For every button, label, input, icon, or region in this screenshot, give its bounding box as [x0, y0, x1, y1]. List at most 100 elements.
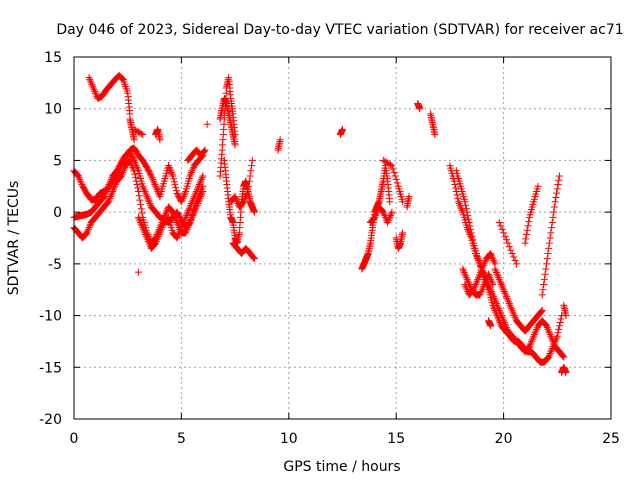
data-point-381 — [84, 227, 92, 235]
data-point-692 — [188, 198, 196, 206]
data-point-1374 — [487, 286, 495, 294]
data-point-695 — [190, 193, 198, 201]
x-axis-title: GPS time / hours — [283, 459, 400, 475]
data-point-548 — [89, 82, 97, 90]
data-point-1578 — [502, 291, 510, 299]
data-point-1574 — [499, 284, 507, 292]
data-point-1585 — [507, 303, 515, 311]
data-point-428 — [117, 172, 125, 180]
data-point-993 — [339, 125, 346, 133]
data-point-681 — [180, 217, 188, 225]
data-point-1379 — [490, 294, 498, 302]
data-point-1481 — [462, 272, 470, 280]
data-point-622 — [138, 222, 146, 230]
data-point-1458 — [547, 332, 555, 340]
data-point-1636 — [504, 239, 512, 247]
data-point-136 — [167, 168, 175, 176]
data-point-690 — [187, 201, 195, 209]
data-point-418 — [110, 184, 118, 192]
y-tick-label-6: 10 — [44, 102, 62, 118]
data-point-1515 — [486, 274, 494, 282]
data-point-417 — [109, 186, 117, 194]
data-point-1434 — [530, 332, 538, 340]
data-point-383 — [85, 224, 93, 232]
data-point-1584 — [506, 301, 514, 309]
data-point-691 — [187, 200, 195, 208]
data-point-1544 — [478, 265, 486, 273]
data-point-623 — [139, 224, 147, 232]
data-point-545 — [86, 77, 94, 85]
data-point-672 — [174, 232, 182, 240]
data-point-1141 — [399, 229, 407, 237]
data-point-7 — [75, 174, 83, 182]
data-point-552 — [91, 89, 99, 97]
data-point-108 — [147, 172, 155, 180]
data-point-139 — [170, 175, 178, 183]
data-point-1344 — [465, 218, 473, 226]
data-point-431 — [119, 167, 127, 175]
data-point-137 — [168, 170, 176, 178]
data-point-1684 — [554, 181, 562, 189]
data-point-1431 — [528, 337, 536, 345]
data-point-502 — [170, 212, 178, 220]
data-point-1576 — [500, 287, 508, 295]
data-point-416 — [109, 187, 117, 195]
data-point-1429 — [526, 341, 534, 349]
data-point-442 — [127, 160, 135, 168]
data-point-1683 — [553, 185, 561, 193]
data-point-107 — [147, 171, 155, 179]
data-point-1115 — [393, 179, 401, 187]
data-point-1715 — [130, 125, 138, 133]
data-point-505 — [172, 217, 180, 225]
data-point-1675 — [548, 224, 556, 232]
data-point-1538 — [474, 275, 482, 283]
data-point-1582 — [505, 298, 513, 306]
data-point-1580 — [503, 294, 511, 302]
data-point-643 — [153, 236, 161, 244]
data-point-1104 — [379, 156, 387, 164]
data-point-549 — [89, 84, 97, 92]
data-point-1113 — [391, 172, 399, 180]
data-point-382 — [84, 225, 92, 233]
data-point-1682 — [553, 189, 561, 197]
data-point-917 — [250, 208, 258, 216]
data-point-282 — [142, 191, 150, 199]
data-point-1181 — [454, 198, 462, 206]
y-tick-label-2: -10 — [39, 309, 62, 325]
data-point-1546 — [480, 262, 488, 270]
data-point-979 — [248, 156, 256, 164]
data-point-1521 — [462, 282, 470, 290]
data-point-151 — [178, 196, 186, 204]
data-point-1106 — [382, 158, 390, 166]
data-point-1392 — [500, 317, 508, 325]
data-point-1376 — [488, 289, 496, 297]
data-point-687 — [185, 206, 193, 214]
data-point-445 — [129, 165, 137, 173]
data-point-1176 — [451, 181, 459, 189]
data-point-1485 — [465, 279, 473, 287]
data-point-281 — [142, 189, 150, 197]
data-markers — [70, 72, 570, 376]
data-point-676 — [177, 225, 185, 233]
data-point-832 — [231, 141, 239, 149]
data-point-973 — [244, 187, 252, 195]
data-point-1148 — [405, 193, 413, 201]
data-point-285 — [144, 196, 152, 204]
data-point-1309 — [546, 349, 554, 357]
data-point-1097 — [384, 218, 392, 226]
data-point-1560 — [490, 256, 498, 264]
data-point-155 — [181, 189, 189, 197]
data-point-1648 — [525, 218, 533, 226]
data-point-1082 — [373, 208, 381, 216]
data-point-543 — [85, 74, 93, 82]
data-point-1716 — [132, 126, 140, 134]
data-point-519 — [182, 227, 190, 235]
data-point-1588 — [509, 308, 517, 316]
data-point-1323 — [556, 318, 564, 326]
data-point-1345 — [466, 222, 474, 230]
data-point-1504 — [478, 286, 486, 294]
data-point-457 — [138, 209, 146, 217]
data-point-1080 — [371, 212, 379, 220]
data-point-384 — [86, 222, 94, 230]
data-point-415 — [108, 189, 116, 197]
